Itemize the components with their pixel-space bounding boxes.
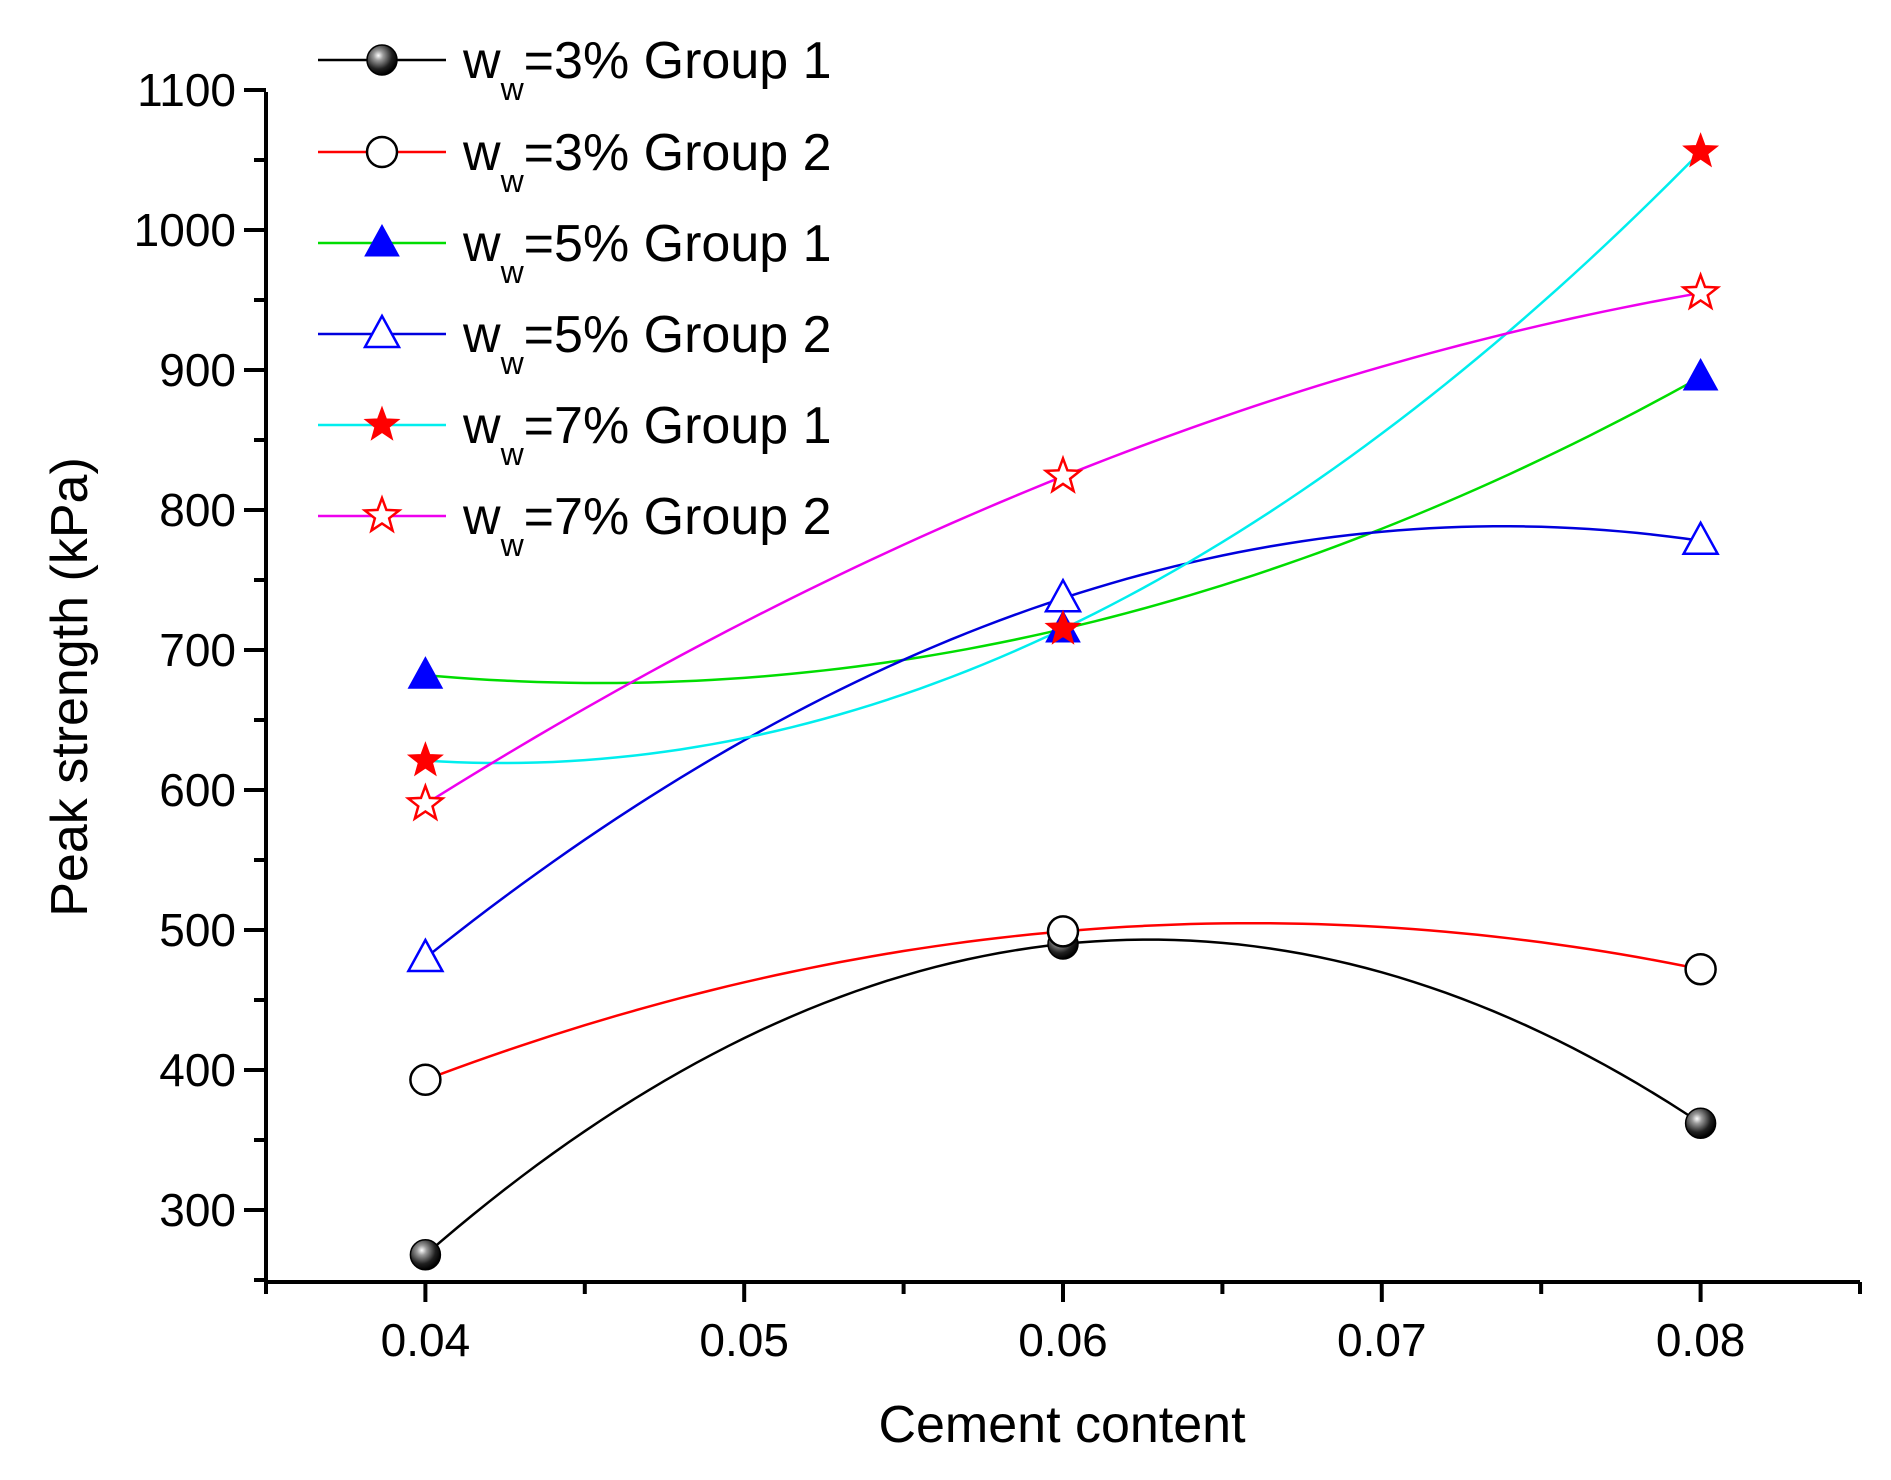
y-axis-title: Peak strength (kPa) — [41, 457, 99, 917]
legend-label-subscript: w — [500, 71, 525, 107]
y-axis-ticks: 300 400 500 600 700 800 900 1000 1100 — [134, 64, 266, 1282]
data-point-series-2 — [1684, 952, 1717, 986]
legend-label-text: =7% Group 2 — [524, 488, 832, 546]
legend-label-text: =3% Group 2 — [524, 124, 832, 182]
legend-marker — [363, 405, 401, 441]
legend-entry-5: ww=7% Group 1 — [318, 397, 832, 472]
legend-entry-3: ww=5% Group 1 — [318, 215, 832, 290]
legend-marker — [366, 44, 398, 76]
legend-entry-1: ww=3% Group 1 — [318, 32, 832, 107]
series-markers — [404, 132, 1722, 1271]
legend-label-prefix: w — [462, 488, 501, 546]
legend-label: ww=3% Group 2 — [462, 124, 832, 199]
legend-label-prefix: w — [462, 306, 501, 364]
x-axis-ticks: 0.04 0.05 0.06 0.07 0.08 — [264, 1282, 1862, 1366]
legend-entry-4: ww=5% Group 2 — [318, 306, 832, 381]
data-point-series-5 — [1682, 132, 1720, 168]
data-point-series-1 — [1684, 1107, 1717, 1139]
legend-marker — [362, 313, 402, 349]
data-point-series-3 — [1682, 357, 1719, 391]
data-point-series-4 — [406, 937, 445, 973]
y-tick-label: 1000 — [134, 204, 236, 256]
x-tick-label: 0.07 — [1337, 1314, 1427, 1366]
legend-label-text: =3% Group 1 — [524, 32, 832, 90]
legend-label-text: =7% Group 1 — [524, 397, 832, 455]
data-point-series-6 — [1042, 454, 1084, 494]
legend-label-prefix: w — [462, 124, 501, 182]
legend-label-text: =5% Group 2 — [524, 306, 832, 364]
y-tick-label: 1100 — [137, 64, 236, 116]
data-point-series-6 — [404, 782, 446, 822]
data-point-series-2 — [1046, 915, 1080, 948]
y-tick-label: 600 — [159, 764, 236, 816]
data-point-series-1 — [409, 1239, 442, 1271]
y-tick-label: 700 — [159, 624, 236, 676]
legend-label: ww=3% Group 1 — [462, 32, 832, 107]
legend: ww=3% Group 1ww=3% Group 2ww=5% Group 1w… — [318, 32, 832, 563]
legend-marker — [364, 223, 400, 257]
x-tick-label: 0.08 — [1656, 1314, 1746, 1366]
legend-label: ww=7% Group 1 — [462, 397, 832, 472]
legend-label-prefix: w — [462, 397, 501, 455]
data-point-series-4 — [1681, 520, 1720, 556]
x-tick-label: 0.05 — [699, 1314, 789, 1366]
data-point-series-5 — [406, 741, 444, 777]
legend-label-text: =5% Group 1 — [524, 215, 832, 273]
legend-marker — [361, 494, 403, 534]
y-tick-label: 300 — [159, 1184, 236, 1236]
data-point-series-6 — [1680, 271, 1722, 311]
legend-label-subscript: w — [500, 163, 525, 199]
legend-label-subscript: w — [500, 436, 525, 472]
y-tick-label: 500 — [159, 904, 236, 956]
data-point-series-3 — [407, 656, 444, 689]
legend-entry-2: ww=3% Group 2 — [318, 124, 832, 199]
series-line-1 — [424, 938, 1702, 1256]
legend-label-subscript: w — [500, 254, 525, 290]
legend-label: ww=5% Group 2 — [462, 306, 832, 381]
legend-label: ww=5% Group 1 — [462, 215, 832, 290]
series-line-6 — [424, 291, 1701, 806]
legend-label: ww=7% Group 2 — [462, 488, 832, 563]
y-tick-label: 400 — [159, 1044, 236, 1096]
legend-label-prefix: w — [462, 215, 501, 273]
data-point-series-4 — [1043, 577, 1083, 613]
legend-entry-6: ww=7% Group 2 — [318, 488, 832, 563]
y-tick-label: 900 — [159, 344, 236, 396]
legend-marker — [365, 135, 399, 169]
x-tick-label: 0.04 — [381, 1314, 471, 1366]
data-point-series-5 — [1044, 609, 1082, 645]
y-tick-label: 800 — [159, 484, 236, 536]
legend-label-subscript: w — [500, 345, 525, 381]
x-tick-label: 0.06 — [1018, 1314, 1108, 1366]
x-axis-title: Cement content — [878, 1396, 1246, 1454]
legend-label-subscript: w — [500, 527, 525, 563]
legend-label-prefix: w — [462, 32, 501, 90]
data-point-series-2 — [409, 1063, 442, 1097]
